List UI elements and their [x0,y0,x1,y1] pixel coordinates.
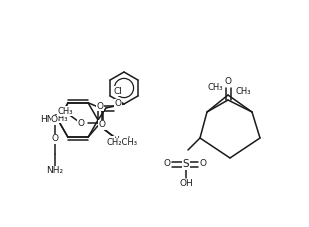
Text: CH₃: CH₃ [52,114,68,123]
Text: HN: HN [40,116,54,124]
Text: ethyl: ethyl [109,136,131,145]
Text: CH₃: CH₃ [208,82,223,91]
Text: CH₂CH₃: CH₂CH₃ [107,138,138,147]
Text: S: S [183,159,189,169]
Text: OH: OH [179,180,193,188]
Text: O: O [51,115,58,124]
Text: CH₃: CH₃ [236,86,252,96]
Text: O: O [52,134,58,143]
Text: O: O [225,77,231,86]
Text: O: O [99,120,105,129]
Text: O: O [77,119,84,128]
Text: O: O [115,99,121,108]
Text: O: O [200,160,206,168]
Text: CH₃: CH₃ [57,107,73,116]
Text: O: O [96,102,104,111]
Text: O: O [163,160,171,168]
Text: Cl: Cl [113,86,122,96]
Text: NH₂: NH₂ [46,166,64,175]
